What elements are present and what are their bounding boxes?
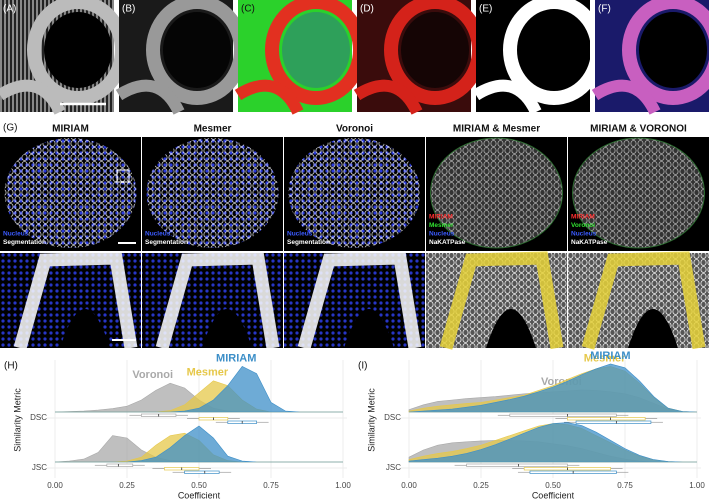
y-axis-label: Similarity Metric	[366, 388, 376, 452]
series-label: MIRIAM	[216, 352, 256, 364]
x-tick-label: 0.50	[545, 481, 561, 490]
column-header: MIRIAM & VORONOI	[590, 124, 687, 135]
tissue-overlay	[572, 137, 705, 249]
legend-text: MIRIAM	[429, 214, 453, 221]
zoom-gland	[581, 251, 706, 350]
category-label: DSC	[30, 413, 47, 422]
box	[567, 417, 646, 421]
x-tick-label: 0.25	[119, 481, 135, 490]
tissue-overlay	[146, 138, 279, 248]
legend-text: Segmentation	[287, 239, 330, 246]
tissue-band	[115, 79, 185, 115]
zoom-lumen	[486, 309, 536, 348]
tissue-band	[472, 79, 542, 115]
box	[509, 413, 617, 417]
lumen	[401, 12, 469, 88]
panel-label: (F)	[598, 4, 611, 15]
density-area	[408, 363, 698, 413]
zoom-gland	[297, 251, 422, 350]
x-axis-label: Coefficient	[178, 490, 221, 500]
legend-text: Nucleus	[571, 231, 597, 238]
series-label: Mesmer	[187, 367, 229, 379]
legend-text: NaKATPase	[571, 239, 608, 246]
category-label: JSC	[32, 463, 47, 472]
zoom-lumen	[628, 309, 678, 348]
tissue-band	[353, 79, 423, 115]
legend-text: Mesmer	[429, 222, 454, 229]
x-tick-label: 0.25	[473, 481, 489, 490]
zoom-box	[116, 169, 130, 183]
x-tick-label: 1.00	[689, 481, 705, 490]
zoom-lumen	[202, 309, 252, 348]
series-label: Mesmer	[584, 352, 626, 364]
panel-label: (D)	[360, 4, 374, 15]
density-area	[55, 425, 343, 463]
x-tick-label: 1.00	[335, 481, 351, 490]
legend-text: Nucleus	[3, 231, 29, 238]
panel-label: (I)	[358, 361, 367, 372]
legend-text: MIRIAM	[571, 214, 595, 221]
box	[106, 463, 134, 467]
zoom-lumen	[60, 309, 110, 348]
box	[184, 470, 220, 474]
tissue-ring	[622, 0, 709, 105]
zoom-lumen	[344, 309, 394, 348]
tissue-band	[591, 79, 661, 115]
legend-text: Segmentation	[3, 239, 46, 246]
legend-text: Nucleus	[145, 231, 171, 238]
panel-label: (A)	[3, 4, 16, 15]
legend-text: Nucleus	[429, 231, 455, 238]
lumen	[639, 12, 707, 88]
box	[466, 463, 568, 467]
panel-label: (C)	[241, 4, 255, 15]
tissue-overlay	[288, 138, 421, 248]
x-tick-label: 0.00	[401, 481, 417, 490]
tissue-overlay	[4, 138, 137, 248]
lumen	[282, 12, 350, 88]
x-tick-label: 0.00	[47, 481, 63, 490]
column-header: Voronoi	[336, 124, 373, 135]
y-axis-label: Similarity Metric	[12, 388, 22, 452]
x-tick-label: 0.50	[191, 481, 207, 490]
panel-label: (G)	[3, 123, 17, 134]
zoom-gland	[439, 251, 564, 350]
box	[575, 420, 652, 424]
series-label: Voronoi	[132, 369, 173, 381]
panel-label: (B)	[122, 4, 135, 15]
legend-text: Segmentation	[145, 239, 188, 246]
x-tick-label: 0.75	[617, 481, 633, 490]
panel-label: (E)	[479, 4, 492, 15]
density-area	[408, 422, 697, 463]
legend-text: NaKATPase	[429, 239, 466, 246]
x-tick-label: 0.75	[263, 481, 279, 490]
tissue-band	[234, 79, 304, 115]
zoom-gland	[155, 251, 280, 350]
lumen	[163, 12, 231, 88]
series-label: MIRIAM	[590, 350, 630, 362]
column-header: Mesmer	[194, 124, 232, 135]
lumen	[44, 12, 112, 88]
tissue-overlay	[430, 137, 563, 249]
tissue-band	[0, 79, 66, 115]
x-axis-label: Coefficient	[532, 490, 575, 500]
column-header: MIRIAM	[52, 124, 89, 135]
category-label: DSC	[384, 413, 401, 422]
zoom-gland	[13, 251, 138, 350]
density-area	[55, 366, 343, 413]
legend-text: Nucleus	[287, 231, 313, 238]
column-header: MIRIAM & Mesmer	[453, 124, 540, 135]
panel-label: (H)	[4, 361, 18, 372]
lumen	[520, 12, 588, 88]
legend-text: Voronoi	[571, 222, 595, 229]
category-label: JSC	[386, 463, 401, 472]
